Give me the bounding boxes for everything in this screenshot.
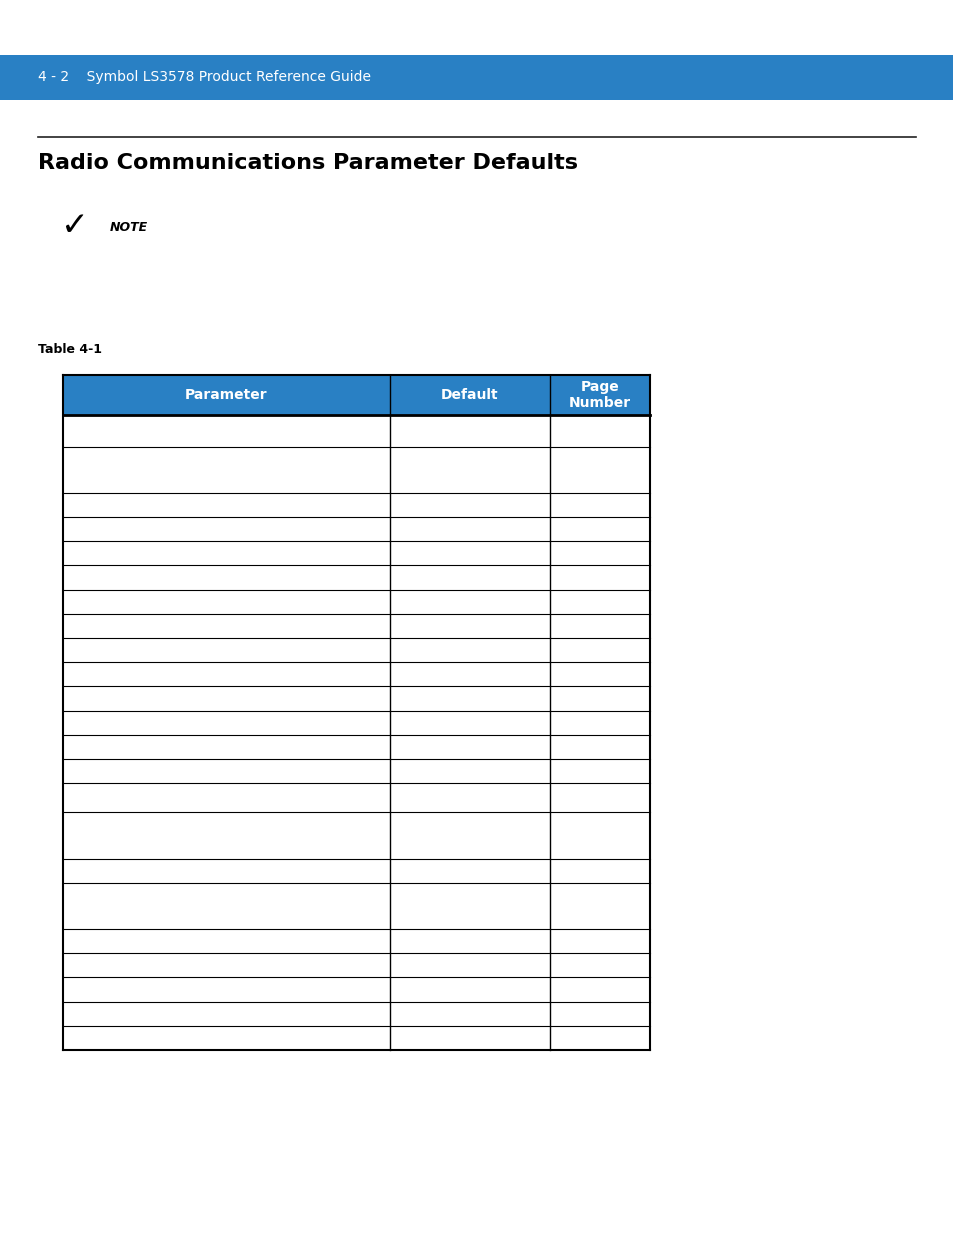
- Text: Page
Number: Page Number: [568, 380, 630, 410]
- Text: NOTE: NOTE: [110, 221, 148, 233]
- Bar: [63, 375, 649, 415]
- Text: Default: Default: [440, 388, 498, 403]
- Text: Table 4-1: Table 4-1: [38, 343, 102, 356]
- Text: Radio Communications Parameter Defaults: Radio Communications Parameter Defaults: [38, 153, 578, 173]
- Text: Parameter: Parameter: [185, 388, 268, 403]
- Text: 4 - 2    Symbol LS3578 Product Reference Guide: 4 - 2 Symbol LS3578 Product Reference Gu…: [38, 70, 371, 84]
- Text: ✓: ✓: [61, 209, 89, 242]
- Bar: [0, 56, 953, 100]
